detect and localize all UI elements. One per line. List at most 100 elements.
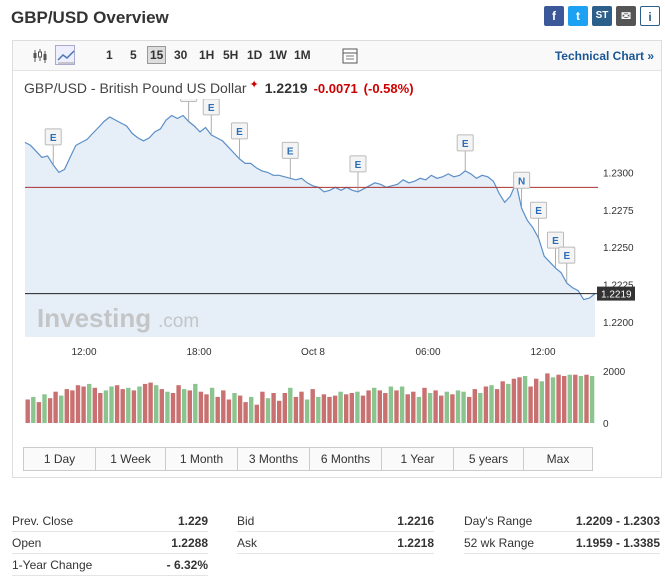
event-marker-label: E bbox=[552, 236, 559, 247]
event-marker-label: N bbox=[518, 176, 525, 187]
volume-bar bbox=[53, 391, 58, 423]
stat-prev-close: Prev. Close 1.229 bbox=[12, 510, 208, 532]
volume-bar bbox=[578, 376, 584, 423]
stat-value: 1.229 bbox=[177, 514, 208, 528]
price-chart[interactable]: Investing .com1.23001.22751.22501.22251.2… bbox=[13, 99, 661, 469]
volume-bar bbox=[277, 400, 282, 423]
volume-bar bbox=[494, 389, 500, 423]
event-marker-label: E bbox=[563, 251, 570, 262]
volume-bar bbox=[254, 404, 259, 423]
volume-bar bbox=[489, 385, 494, 423]
range-selector: 1 Day 1 Week 1 Month 3 Months 6 Months 1… bbox=[23, 447, 593, 471]
range-1-day[interactable]: 1 Day bbox=[24, 448, 96, 470]
info-icon[interactable]: i bbox=[640, 6, 660, 26]
range-1-month[interactable]: 1 Month bbox=[166, 448, 238, 470]
y-tick-label: 1.2300 bbox=[603, 168, 634, 179]
y-tick-label: 1.2250 bbox=[603, 243, 634, 254]
volume-bar bbox=[422, 387, 427, 423]
candlestick-icon[interactable] bbox=[29, 45, 49, 65]
range-max[interactable]: Max bbox=[524, 448, 592, 470]
volume-bar bbox=[589, 376, 595, 423]
volume-bar bbox=[562, 376, 567, 423]
volume-bar bbox=[59, 395, 64, 423]
area-chart-icon[interactable] bbox=[55, 45, 75, 65]
page-title: GBP/USD Overview bbox=[11, 8, 169, 27]
stocktwits-icon[interactable]: ST bbox=[592, 6, 612, 26]
timeframe-1w[interactable]: 1W bbox=[269, 48, 287, 62]
volume-bar bbox=[573, 374, 578, 423]
timeframe-1m[interactable]: 1M bbox=[294, 48, 311, 62]
x-tick-label: 06:00 bbox=[415, 347, 440, 358]
timeframe-5h[interactable]: 5H bbox=[223, 48, 239, 62]
x-tick-label: 18:00 bbox=[186, 347, 211, 358]
timeframe-5[interactable]: 5 bbox=[130, 48, 137, 62]
volume-bar bbox=[517, 377, 522, 423]
volume-bar bbox=[528, 386, 533, 423]
volume-bar bbox=[260, 391, 265, 423]
range-6-months[interactable]: 6 Months bbox=[310, 448, 382, 470]
event-marker bbox=[180, 99, 198, 102]
volume-bar bbox=[338, 391, 343, 423]
quote-line: GBP/USD - British Pound US Dollar ✦ 1.22… bbox=[24, 79, 414, 96]
volume-bar bbox=[226, 399, 232, 423]
volume-bar bbox=[450, 394, 455, 423]
event-marker bbox=[44, 128, 62, 146]
volume-bar bbox=[584, 374, 589, 423]
volume-bar bbox=[204, 394, 209, 423]
timeframe-15[interactable]: 15 bbox=[147, 46, 167, 64]
star-icon[interactable]: ✦ bbox=[249, 79, 259, 91]
event-marker-label: E bbox=[208, 103, 215, 114]
stat-open: Open 1.2288 bbox=[12, 532, 208, 554]
volume-bar bbox=[159, 389, 164, 423]
last-price: 1.2219 bbox=[264, 80, 308, 96]
timeframe-1h[interactable]: 1H bbox=[199, 48, 215, 62]
timeframe-1[interactable]: 1 bbox=[106, 48, 113, 62]
event-marker bbox=[530, 201, 548, 219]
timeframe-30[interactable]: 30 bbox=[174, 48, 188, 62]
event-marker-label: E bbox=[462, 139, 469, 150]
range-1-week[interactable]: 1 Week bbox=[96, 448, 166, 470]
timeframe-1d[interactable]: 1D bbox=[247, 48, 263, 62]
volume-bar bbox=[349, 393, 354, 423]
volume-bar bbox=[265, 398, 271, 423]
range-5-years[interactable]: 5 years bbox=[454, 448, 524, 470]
event-marker-label: E bbox=[50, 133, 57, 144]
volume-bar bbox=[70, 390, 75, 423]
volume-bar bbox=[103, 390, 109, 423]
stat-days-range: Day's Range 1.2209 - 1.2303 bbox=[464, 510, 660, 532]
volume-bar bbox=[47, 398, 53, 423]
indicators-icon[interactable] bbox=[339, 45, 359, 65]
mail-icon[interactable]: ✉ bbox=[616, 6, 636, 26]
chart-widget: 1 5 15 30 1H 5H 1D 1W 1M Technical Chart… bbox=[12, 40, 662, 478]
volume-bar bbox=[522, 376, 528, 423]
volume-bar bbox=[237, 395, 243, 423]
volume-bar bbox=[472, 389, 477, 423]
stat-value: 1.2209 - 1.2303 bbox=[575, 514, 660, 528]
volume-bar bbox=[198, 391, 204, 423]
volume-bar bbox=[299, 391, 304, 423]
facebook-icon[interactable]: f bbox=[544, 6, 564, 26]
event-marker-label: E bbox=[287, 146, 294, 157]
stat-label: 52 wk Range bbox=[464, 536, 535, 550]
volume-bar bbox=[142, 383, 148, 423]
volume-bar bbox=[439, 395, 444, 423]
y-tick-label: 1.2225 bbox=[603, 281, 634, 292]
event-marker bbox=[202, 99, 220, 116]
technical-chart-link[interactable]: Technical Chart » bbox=[554, 49, 654, 63]
volume-bar bbox=[355, 391, 360, 423]
event-marker bbox=[456, 134, 474, 152]
stat-label: Open bbox=[12, 536, 42, 550]
volume-bar bbox=[444, 391, 449, 423]
stat-52wk-range: 52 wk Range 1.1959 - 1.3385 bbox=[464, 532, 660, 554]
volume-bar bbox=[165, 391, 170, 423]
volume-bar bbox=[567, 374, 572, 423]
range-1-year[interactable]: 1 Year bbox=[382, 448, 454, 470]
volume-bar bbox=[215, 396, 220, 423]
stat-value: 1.2288 bbox=[171, 536, 208, 550]
twitter-icon[interactable]: t bbox=[568, 6, 588, 26]
price-change-pct: (-0.58%) bbox=[363, 81, 414, 96]
volume-bar bbox=[360, 395, 366, 423]
volume-bar bbox=[304, 399, 310, 423]
event-marker bbox=[349, 155, 367, 173]
range-3-months[interactable]: 3 Months bbox=[238, 448, 310, 470]
